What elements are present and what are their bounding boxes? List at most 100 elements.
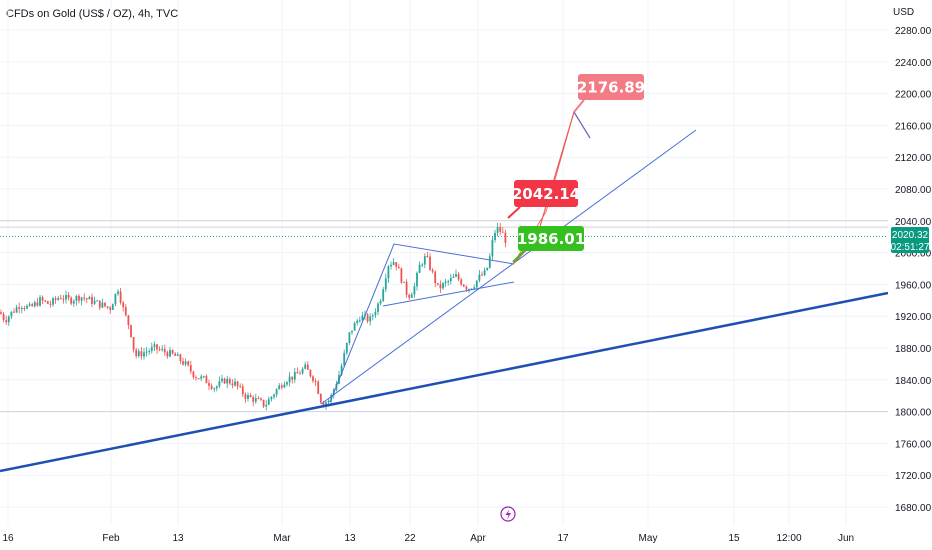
candle-body	[387, 266, 390, 279]
callouts[interactable]: 2176.89 2042.14 1986.01	[507, 74, 645, 263]
candle-body	[153, 344, 156, 347]
callout-pointer	[573, 99, 585, 113]
candle-body	[46, 301, 49, 304]
y-tick-label: 1920.00	[895, 312, 932, 323]
candle-body	[213, 388, 216, 390]
candle-body	[278, 385, 281, 390]
candle-body	[382, 289, 385, 301]
candle-body	[241, 386, 244, 395]
callout-label: 2042.14	[512, 185, 580, 203]
candle-body	[101, 302, 104, 308]
y-tick-label: 2000.00	[895, 249, 932, 260]
price-axis-bg	[888, 0, 932, 550]
candle-body	[208, 383, 210, 386]
x-tick-label: 13	[172, 533, 184, 544]
candle-body	[439, 284, 442, 289]
callout-1986-01[interactable]: 1986.01	[512, 226, 585, 263]
candle-body	[421, 264, 424, 266]
candle-body	[91, 296, 93, 304]
candle-body	[10, 311, 13, 317]
candle-body	[267, 399, 270, 405]
candle-body	[156, 344, 158, 350]
candles	[0, 222, 507, 411]
candle-body	[150, 346, 153, 351]
lightning-glyph	[505, 509, 511, 520]
candle-body	[501, 231, 504, 233]
candle-body	[306, 364, 309, 370]
candle-body	[132, 337, 135, 350]
candle-body	[221, 378, 223, 382]
candle-body	[260, 398, 262, 400]
candle-body	[54, 298, 57, 300]
candle-body	[124, 307, 127, 316]
candle-body	[7, 316, 10, 323]
rising-trendline[interactable]	[320, 129, 697, 405]
candle-body	[327, 400, 330, 403]
pattern-lower[interactable]	[382, 281, 515, 307]
y-tick-label: 2080.00	[895, 185, 932, 196]
callout-box	[514, 180, 578, 207]
x-tick-label: 13	[344, 533, 356, 544]
x-tick-label: Feb	[102, 533, 120, 544]
candle-body	[98, 300, 101, 308]
y-tick-label: 1840.00	[895, 376, 932, 387]
candle-body	[434, 271, 437, 283]
candle-body	[52, 298, 54, 305]
callout-box	[518, 226, 584, 251]
candle-body	[304, 364, 307, 369]
candle-body	[119, 291, 122, 303]
projection-tail[interactable]	[573, 111, 591, 139]
candle-body	[283, 384, 286, 388]
candle-body	[83, 297, 86, 299]
candle-body	[70, 297, 73, 304]
candle-body	[270, 396, 273, 400]
candle-body	[179, 354, 182, 362]
candle-body	[254, 398, 257, 402]
candle-body	[356, 320, 359, 323]
main-trendline[interactable]	[0, 291, 889, 473]
candle-body	[109, 307, 112, 310]
candle-body	[184, 361, 187, 365]
candle-body	[475, 280, 478, 288]
candle-body	[20, 308, 23, 310]
candle-body	[210, 385, 213, 389]
candle-body	[26, 305, 28, 309]
candle-body	[2, 313, 5, 320]
candle-body	[452, 276, 455, 278]
candle-body	[288, 376, 291, 383]
callout-2042-14[interactable]: 2042.14	[507, 180, 580, 219]
candle-body	[137, 351, 140, 356]
candle-body	[96, 300, 99, 302]
chart-title: CFDs on Gold (US$ / OZ), 4h, TVC	[6, 8, 179, 20]
event-lightning-icon[interactable]	[500, 506, 516, 522]
pattern-upper[interactable]	[329, 243, 515, 403]
y-tick-label: 1720.00	[895, 471, 932, 482]
y-tick-label: 2120.00	[895, 153, 932, 164]
price-tag-countdown: 02:51:27	[891, 242, 930, 253]
candle-body	[145, 351, 148, 353]
grid	[0, 0, 888, 525]
candle-body	[379, 300, 382, 304]
y-tick-label: 2200.00	[895, 90, 932, 101]
callout-2176-89[interactable]: 2176.89	[573, 74, 645, 113]
x-tick-label: 15	[728, 533, 740, 544]
candle-body	[291, 376, 294, 380]
candle-body	[33, 302, 36, 307]
price-tag-price: 2020.32	[892, 230, 929, 241]
candle-body	[322, 402, 325, 407]
candle-body	[218, 381, 221, 387]
candle-body	[197, 378, 200, 380]
drawings[interactable]	[0, 110, 889, 473]
time-axis[interactable]: 16 Feb 13 Mar 13 22 Apr 17 May 15 12:00 Jun	[2, 506, 854, 544]
candle-body	[301, 368, 304, 374]
callout-label: 1986.01	[517, 230, 585, 248]
candle-body	[62, 298, 65, 300]
price-axis[interactable]: USD 2280.00 2240.00 2200.00 2160.00 2120.00 20…	[888, 0, 932, 550]
y-tick-label: 1760.00	[895, 439, 932, 450]
candle-body	[405, 281, 408, 295]
candle-body	[28, 304, 31, 306]
y-tick-label: 1800.00	[895, 408, 932, 419]
candle-body	[496, 227, 499, 233]
